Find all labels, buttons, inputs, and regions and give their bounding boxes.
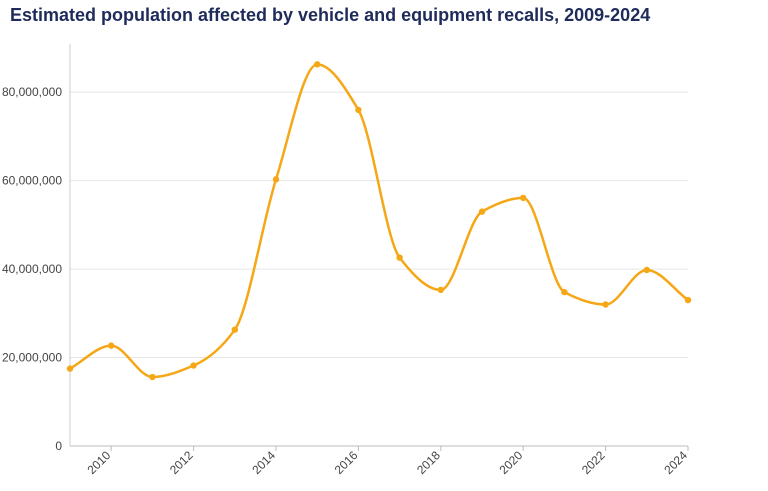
x-tick-label: 2024: [661, 448, 690, 477]
data-point-2021[interactable]: [561, 288, 568, 296]
y-tick-label: 60,000,000: [2, 174, 62, 188]
gridlines: [70, 91, 688, 359]
data-point-2017[interactable]: [396, 254, 403, 261]
data-point-2023[interactable]: [643, 266, 650, 274]
x-tick-label: 2014: [249, 448, 278, 477]
x-tick-label: 2020: [497, 448, 526, 477]
data-point-2022[interactable]: [602, 301, 609, 308]
data-point-2015[interactable]: [314, 61, 321, 68]
axes: [69, 44, 689, 451]
y-tick-label: 80,000,000: [2, 85, 62, 99]
x-tick-label: 2022: [579, 448, 608, 477]
series-line: [68, 63, 690, 379]
data-point-2012[interactable]: [190, 362, 197, 369]
x-tick-label: 2010: [85, 448, 114, 477]
data-point-2009[interactable]: [66, 365, 74, 372]
data-point-2024[interactable]: [684, 296, 692, 304]
data-point-2010[interactable]: [108, 342, 115, 349]
data-point-2019[interactable]: [478, 208, 486, 215]
data-point-2014[interactable]: [272, 176, 280, 183]
y-tick-label: 40,000,000: [2, 262, 62, 276]
y-tick-label: 0: [55, 439, 62, 453]
x-tick-label: 2016: [332, 448, 361, 477]
chart-title: Estimated population affected by vehicle…: [10, 5, 651, 25]
y-tick-label: 20,000,000: [2, 351, 62, 365]
data-point-2011[interactable]: [149, 373, 156, 381]
data-point-2020[interactable]: [520, 194, 527, 202]
tick-labels: 0 20,000,000 40,000,000 60,000,000 80,000,00…: [2, 85, 690, 477]
data-point-2016[interactable]: [355, 106, 362, 114]
x-tick-label: 2018: [414, 448, 443, 477]
series: [66, 61, 692, 381]
data-point-2013[interactable]: [231, 326, 238, 333]
data-point-2018[interactable]: [437, 286, 444, 294]
x-tick-label: 2012: [167, 448, 196, 477]
